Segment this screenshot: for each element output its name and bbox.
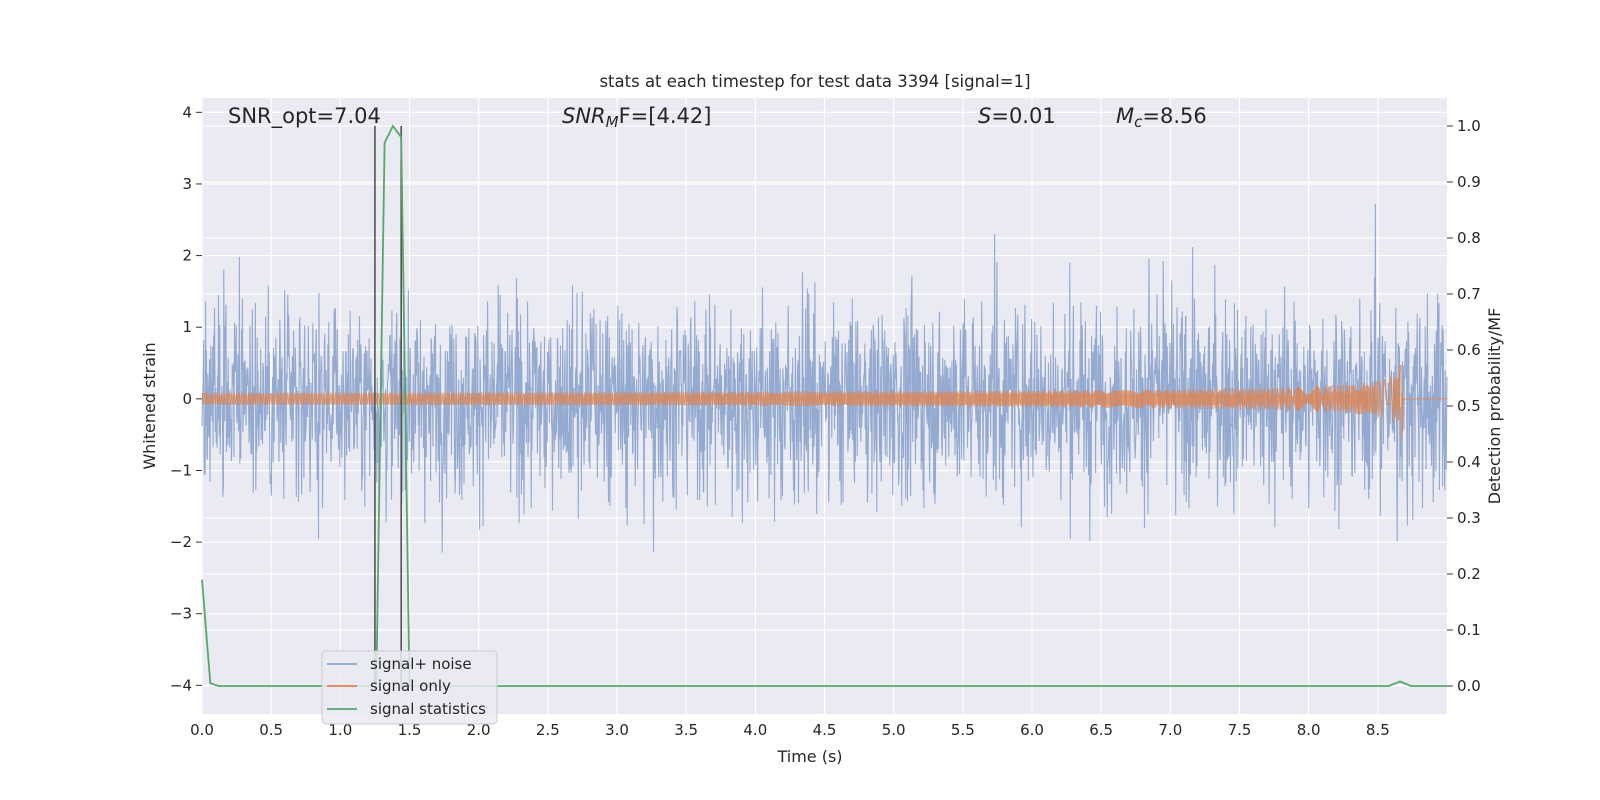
x-tick-label: 5.5: [951, 721, 975, 739]
y-tick-label: −3: [170, 605, 192, 623]
y-tick-label: −2: [170, 533, 192, 551]
x-tick-label: 6.5: [1089, 721, 1113, 739]
y-tick-label: 4: [182, 103, 192, 121]
legend-label-signal: signal only: [370, 677, 451, 695]
series-signal-only: [201, 364, 1447, 440]
y-tick-label: 3: [182, 175, 192, 193]
x-axis-label: Time (s): [776, 747, 842, 766]
x-tick-label: 5.0: [882, 721, 906, 739]
x-tick-label: 8.0: [1297, 721, 1321, 739]
x-tick-label: 3.5: [674, 721, 698, 739]
legend: signal+ noise signal only signal statist…: [321, 650, 498, 725]
y2-tick-label: 0.2: [1457, 565, 1481, 583]
x-tick-label: 0.0: [190, 721, 214, 739]
x-tick-label: 2.0: [467, 721, 491, 739]
y-tick-label: 0: [182, 390, 192, 408]
mc-sub: c: [1134, 113, 1143, 131]
series-layer: [201, 124, 1448, 689]
tick-layer: 0.0 0.5 1.0 1.5 2.0 2.5 3.0 3.5 4.0 4.5 5.0 5.5 6.0 6…: [170, 103, 1481, 739]
y2-tick-label: 0.9: [1457, 173, 1481, 191]
s-rest: =0.01: [991, 104, 1055, 128]
mc-rest: =8.56: [1142, 104, 1206, 128]
chart-title: stats at each timestep for test data 339…: [599, 72, 1030, 91]
y-tick-label: −4: [170, 676, 192, 694]
mc-main: M: [1116, 104, 1134, 128]
x-tick-label: 6.0: [1020, 721, 1044, 739]
y2-tick-label: 0.3: [1457, 509, 1481, 527]
x-tick-label: 0.5: [259, 721, 283, 739]
annotation-snr-mf: SNRMF=[4.42]: [562, 104, 711, 131]
y2-tick-label: 0.6: [1457, 341, 1481, 359]
x-tick-label: 7.0: [1158, 721, 1182, 739]
legend-label-stats: signal statistics: [370, 700, 486, 718]
x-tick-label: 1.0: [328, 721, 352, 739]
y-axis-label: Whitened strain: [140, 342, 159, 469]
y-tick-label: 2: [182, 247, 192, 265]
y2-tick-label: 0.7: [1457, 285, 1481, 303]
annotation-s: S=0.01: [978, 104, 1056, 128]
y2-axis-label: Detection probability/MF: [1485, 308, 1504, 505]
x-tick-label: 2.5: [536, 721, 560, 739]
y2-tick-label: 0.5: [1457, 397, 1481, 415]
s-main: S: [978, 104, 991, 128]
legend-box: [321, 650, 498, 725]
y2-tick-label: 1.0: [1457, 117, 1481, 135]
snr-mf-main: SNR: [562, 104, 606, 128]
x-tick-label: 4.0: [743, 721, 767, 739]
series-signal-statistics: [201, 124, 1447, 687]
y-tick-label: −1: [170, 461, 192, 479]
x-tick-label: 4.5: [813, 721, 837, 739]
y2-tick-label: 0.1: [1457, 621, 1481, 639]
legend-label-noise: signal+ noise: [370, 655, 472, 673]
x-tick-label: 1.5: [398, 721, 422, 739]
x-tick-label: 7.5: [1228, 721, 1252, 739]
snr-mf-rest: F=[4.42]: [619, 104, 712, 128]
x-tick-label: 8.5: [1366, 721, 1390, 739]
snr-mf-sub: M: [606, 113, 619, 131]
y2-tick-label: 0.4: [1457, 453, 1481, 471]
annotation-mc: Mc=8.56: [1116, 104, 1207, 131]
annotation-snr-opt: SNR_opt=7.04: [228, 104, 381, 129]
x-tick-label: 3.0: [605, 721, 629, 739]
y-tick-label: 1: [182, 318, 192, 336]
y2-tick-label: 0.0: [1457, 677, 1481, 695]
y2-tick-label: 0.8: [1457, 229, 1481, 247]
